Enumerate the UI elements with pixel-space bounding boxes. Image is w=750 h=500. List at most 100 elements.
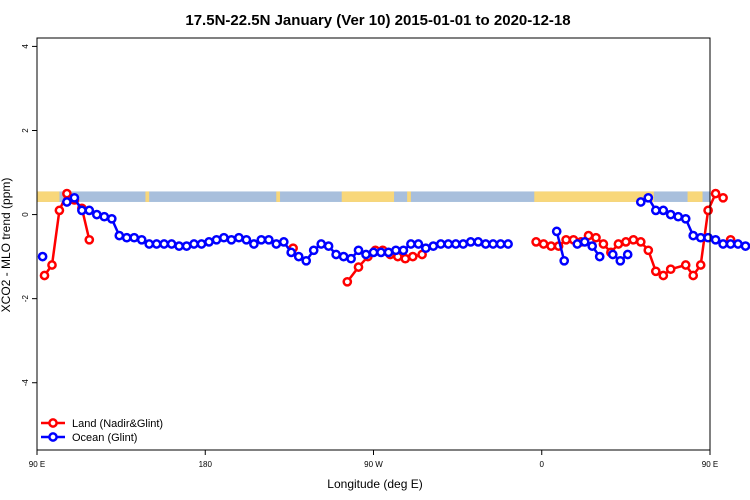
series-1-point-5-7 [688,230,699,241]
x-axis-label: Longitude (deg E) [327,477,422,491]
chart-title: 17.5N-22.5N January (Ver 10) 2015-01-01 … [185,12,570,29]
land-mask-segment-1 [145,191,150,202]
series-0-point-0-0 [39,270,50,281]
series-1-point-5-6 [680,213,691,224]
land-mask-segment-0 [37,191,60,202]
series-1-point-1-17 [189,239,199,249]
series-1-point-4-1 [615,255,626,266]
series-1-point-1-22 [226,234,237,245]
series-1-point-1-58 [495,239,506,249]
series-1-point-1-56 [480,239,491,249]
series-1-point-1-44 [391,245,401,256]
series-1-point-1-38 [346,253,356,264]
plot-area [37,188,750,287]
series-1-point-1-41 [368,247,379,258]
series-1-point-1-18 [196,239,207,249]
series-0-point-3-24 [718,192,728,203]
series-1-point-1-0 [62,197,72,207]
series-1-point-3-2 [587,241,598,251]
x-tick-label-4: 90 E [702,460,718,469]
series-1-point-1-31 [293,251,304,262]
series-1-point-1-39 [353,245,364,256]
series-1-point-1-3 [84,205,95,216]
series-1-point-3-0 [572,239,583,249]
series-1-point-1-40 [361,249,371,260]
plot-frame [36,37,711,451]
series-1-point-1-1 [69,192,80,203]
series-1-point-1-29 [278,237,289,247]
series-1-point-1-46 [406,239,416,249]
series-1-point-1-47 [413,239,424,249]
y-tick-label-2: 0 [21,212,30,217]
y-tick-label-0: 4 [21,44,30,49]
series-0-point-3-13 [628,234,639,245]
legend-label-1: Ocean (Glint) [72,432,137,444]
series-1-point-1-6 [106,213,117,224]
series-1-point-1-20 [211,234,222,245]
series-0-point-2-0 [342,276,353,287]
series-1-point-1-52 [450,239,461,249]
series-1-point-1-43 [383,247,394,258]
series-1-point-1-32 [301,255,312,266]
x-tick-label-0: 90 E [29,460,45,469]
series-0-point-3-18 [665,264,676,275]
series-1-point-5-2 [650,205,661,216]
series-0-point-2-1 [353,262,364,272]
series-1-point-1-26 [256,234,267,245]
series-1-point-1-19 [204,237,214,247]
series-0-point-3-12 [621,237,631,247]
legend: Land (Nadir&Glint) Ocean (Glint) [41,418,163,444]
series-1-point-5-11 [718,239,728,249]
series-1-point-1-2 [77,205,87,216]
series-0-point-0-1 [47,260,57,270]
series-1-point-1-48 [420,243,431,254]
series-0-point-3-11 [613,239,624,249]
series-1 [37,192,750,266]
series-1-point-1-51 [443,239,454,249]
series-1-point-5-13 [733,239,743,249]
series-1-point-3-3 [594,251,605,262]
series-1-point-1-14 [166,239,177,249]
series-1-point-1-37 [338,251,349,262]
series-0-point-3-14 [635,237,646,247]
series-0-point-3-21 [695,260,706,270]
series-1-point-1-36 [331,249,341,260]
legend-marker-1 [48,432,58,442]
series-1-point-1-16 [181,241,192,251]
series-1-point-1-9 [129,232,140,243]
x-tick-label-3: 0 [540,460,545,469]
series-1-point-5-12 [725,239,736,249]
series-1-point-1-55 [473,237,484,247]
series-0-point-3-20 [688,270,699,281]
series-0-point-3-0 [531,237,541,247]
series-0-point-3-16 [650,266,661,277]
land-mask-segment-3 [341,191,395,202]
series-0-point-3-2 [546,241,556,251]
series-1-line-2 [555,231,566,262]
y-tick-label-3: -2 [21,295,30,303]
series-0-point-0-3 [62,188,72,199]
series-1-point-1-13 [159,239,169,249]
series-1-point-4-0 [607,249,618,260]
series-1-point-1-59 [503,239,513,249]
series-1-point-1-21 [219,232,229,243]
series-1-point-1-5 [99,211,110,222]
series-1-point-2-0 [551,226,562,237]
legend-label-0: Land (Nadir&Glint) [72,418,163,430]
series-1-point-1-8 [121,232,132,243]
series-1-point-1-49 [428,241,439,251]
series-1-point-5-5 [673,211,684,222]
series-1-point-1-50 [435,239,446,249]
axes: 90 E 180 90 W 0 90 E 4 2 0 -2 -4 [21,37,718,469]
series-1-point-1-35 [323,241,334,251]
series-1-point-5-3 [658,205,669,216]
series-1-point-1-23 [234,232,244,243]
series-0-point-2-7 [400,253,411,264]
x-tick-label-1: 180 [199,460,213,469]
series-0-point-3-15 [643,245,654,256]
series-1-point-5-1 [643,192,654,203]
x-tick-label-2: 90 W [364,460,383,469]
series-0-point-3-1 [538,239,549,249]
series-0-point-2-8 [407,251,418,262]
